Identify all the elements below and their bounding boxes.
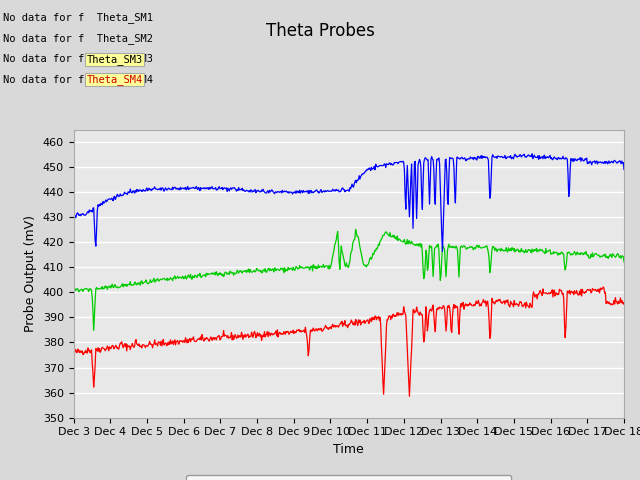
- Theta_P2: [438, 258, 445, 264]
- Theta_P2: [264, 267, 271, 273]
- Theta_P2: [70, 288, 77, 294]
- Theta_P2: [236, 268, 244, 274]
- Text: Theta_SM3: Theta_SM3: [86, 54, 143, 65]
- Text: No data for f  Theta_SM1: No data for f Theta_SM1: [3, 12, 153, 23]
- Theta_P1: [134, 343, 142, 348]
- Text: Theta_SM4: Theta_SM4: [86, 74, 143, 85]
- Theta_P3: [134, 189, 142, 194]
- Theta_P3: [528, 151, 536, 156]
- Theta_P2: [620, 259, 628, 264]
- Theta_P1: [284, 329, 291, 335]
- Text: No data for f  Theta_SM4: No data for f Theta_SM4: [3, 74, 153, 85]
- Theta_P3: [620, 167, 628, 172]
- X-axis label: Time: Time: [333, 443, 364, 456]
- Y-axis label: Probe Output (mV): Probe Output (mV): [24, 215, 37, 332]
- Theta_P1: [599, 284, 607, 290]
- Theta_P3: [436, 184, 444, 190]
- Theta_P2: [284, 264, 292, 270]
- Theta_P2: [90, 327, 97, 333]
- Theta_P1: [620, 301, 628, 307]
- Theta_P3: [438, 249, 446, 254]
- Theta_P3: [284, 190, 291, 195]
- Text: No data for f  Theta_SM3: No data for f Theta_SM3: [3, 53, 153, 64]
- Theta_P1: [236, 333, 243, 339]
- Theta_P3: [70, 211, 77, 217]
- Theta_P1: [263, 331, 271, 337]
- Line: Theta_P1: Theta_P1: [74, 287, 624, 396]
- Theta_P3: [406, 214, 413, 220]
- Theta_P3: [236, 187, 243, 193]
- Legend: Theta_P1, Theta_P2, Theta_P3: Theta_P1, Theta_P2, Theta_P3: [186, 475, 511, 480]
- Theta_P3: [263, 190, 271, 196]
- Theta_P1: [406, 377, 414, 383]
- Theta_P2: [352, 227, 360, 232]
- Line: Theta_P2: Theta_P2: [74, 229, 624, 330]
- Line: Theta_P3: Theta_P3: [74, 154, 624, 252]
- Text: No data for f  Theta_SM2: No data for f Theta_SM2: [3, 33, 153, 44]
- Theta_P1: [437, 305, 445, 311]
- Theta_P1: [406, 394, 413, 399]
- Text: Theta Probes: Theta Probes: [266, 22, 374, 40]
- Theta_P2: [407, 240, 415, 245]
- Theta_P1: [70, 349, 77, 355]
- Theta_P2: [135, 280, 143, 286]
